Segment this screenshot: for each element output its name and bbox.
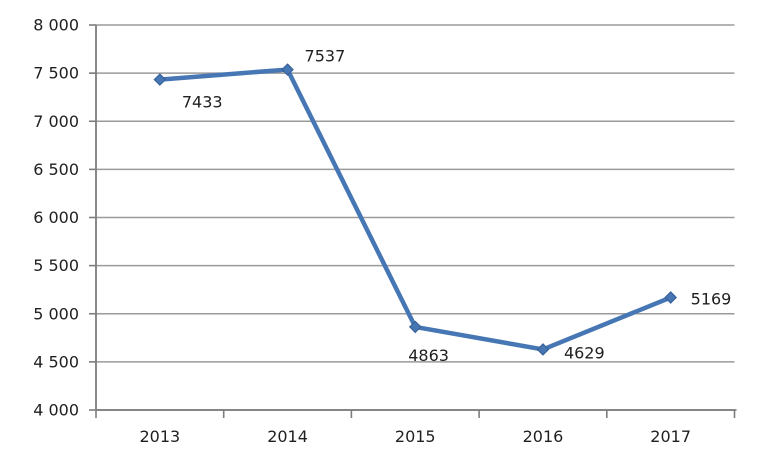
data-label: 4863: [408, 346, 449, 365]
data-point-marker: [536, 343, 550, 356]
data-label: 4629: [564, 343, 605, 362]
y-axis-tick-label: 4 000: [33, 401, 79, 420]
data-point-marker: [153, 73, 167, 86]
x-axis-tick-label: 2013: [139, 427, 180, 446]
y-axis-tick-label: 4 500: [33, 352, 79, 371]
data-point-marker: [408, 320, 422, 334]
data-point-marker: [281, 63, 294, 76]
y-axis-tick-label: 7 000: [33, 112, 79, 131]
x-axis-tick-label: 2017: [650, 427, 691, 446]
x-axis-tick-label: 2016: [523, 427, 564, 446]
series-line: [157, 67, 673, 352]
y-axis-tick-label: 6 500: [33, 160, 79, 179]
data-label: 7537: [305, 47, 346, 66]
y-axis-tick-label: 5 500: [33, 256, 79, 275]
y-axis-tick-label: 8 000: [33, 16, 79, 35]
data-label: 7433: [182, 93, 223, 112]
data-point-marker: [664, 291, 677, 304]
x-axis-tick-label: 2015: [395, 427, 436, 446]
y-axis-tick-label: 7 500: [33, 64, 79, 83]
x-axis-tick-label: 2014: [267, 427, 308, 446]
data-label: 5169: [691, 289, 732, 308]
y-axis-tick-label: 5 000: [33, 304, 79, 323]
y-axis-tick-label: 6 000: [33, 208, 79, 227]
